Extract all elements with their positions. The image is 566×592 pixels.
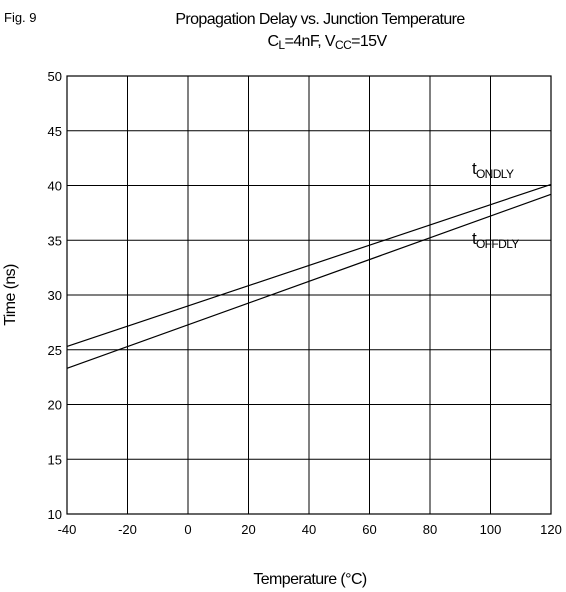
subtitle-v-value: =15V: [351, 33, 387, 50]
series-label-ondly: tONDLY: [472, 159, 514, 181]
y-tick-label: 35: [48, 233, 62, 248]
series-label-ondly-sub: ONDLY: [476, 167, 514, 181]
y-tick-label: 30: [48, 288, 62, 303]
chart-subtitle: CL=4nF, VCC=15V: [267, 33, 387, 52]
x-tick-label: 60: [362, 522, 376, 537]
series-line-offdly: [66, 193, 552, 369]
y-tick-label: 10: [48, 507, 62, 522]
subtitle-c: C: [267, 33, 278, 50]
y-tick-label: 25: [48, 343, 62, 358]
series-line-ondly: [66, 183, 552, 348]
y-tick-labels: 10 15 20 25 30 35 40 45 50: [48, 69, 62, 522]
x-tick-label: 40: [302, 522, 316, 537]
y-tick-label: 45: [48, 124, 62, 139]
series-lines: [66, 183, 552, 369]
plot-frame: [66, 75, 552, 515]
y-tick-label: 40: [48, 179, 62, 194]
x-tick-label: -40: [58, 522, 77, 537]
y-tick-label: 50: [48, 69, 62, 84]
x-tick-label: -20: [118, 522, 137, 537]
y-axis-label: Time (ns): [2, 264, 19, 326]
y-tick-label: 20: [48, 398, 62, 413]
series-label-offdly-sub: OFFDLY: [476, 237, 519, 251]
x-tick-labels: -40 -20 0 20 40 60 80 100 120: [58, 522, 562, 537]
grid: [66, 75, 552, 515]
series-label-offdly-main: t: [472, 229, 477, 248]
y-tick-label: 15: [48, 452, 62, 467]
subtitle-c-value: =4nF, V: [284, 33, 335, 50]
subtitle-v-sub: CC: [335, 38, 352, 52]
x-axis-label: Temperature (°C): [253, 571, 367, 588]
x-tick-label: 120: [540, 522, 562, 537]
x-tick-label: 100: [480, 522, 502, 537]
x-tick-label: 20: [241, 522, 255, 537]
series-label-ondly-main: t: [472, 159, 477, 178]
series-label-offdly: tOFFDLY: [472, 229, 519, 251]
x-tick-label: 0: [184, 522, 191, 537]
chart-title: Propagation Delay vs. Junction Temperatu…: [175, 11, 465, 28]
figure-label: Fig. 9: [4, 10, 37, 25]
subtitle-c-sub: L: [278, 38, 285, 52]
x-tick-label: 80: [423, 522, 437, 537]
